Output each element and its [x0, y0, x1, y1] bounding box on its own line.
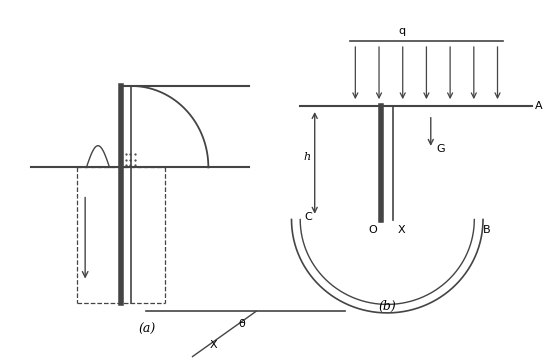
- Text: G: G: [436, 144, 445, 154]
- Text: θ: θ: [238, 319, 244, 329]
- Text: B: B: [483, 225, 490, 235]
- Text: X: X: [210, 340, 218, 350]
- Text: (a): (a): [138, 323, 155, 336]
- Text: (b): (b): [378, 300, 396, 313]
- Text: q: q: [398, 26, 405, 35]
- Text: O: O: [368, 225, 377, 235]
- Text: h: h: [303, 152, 310, 162]
- Text: A: A: [535, 101, 543, 111]
- Text: C: C: [304, 212, 312, 222]
- Text: X: X: [397, 225, 405, 235]
